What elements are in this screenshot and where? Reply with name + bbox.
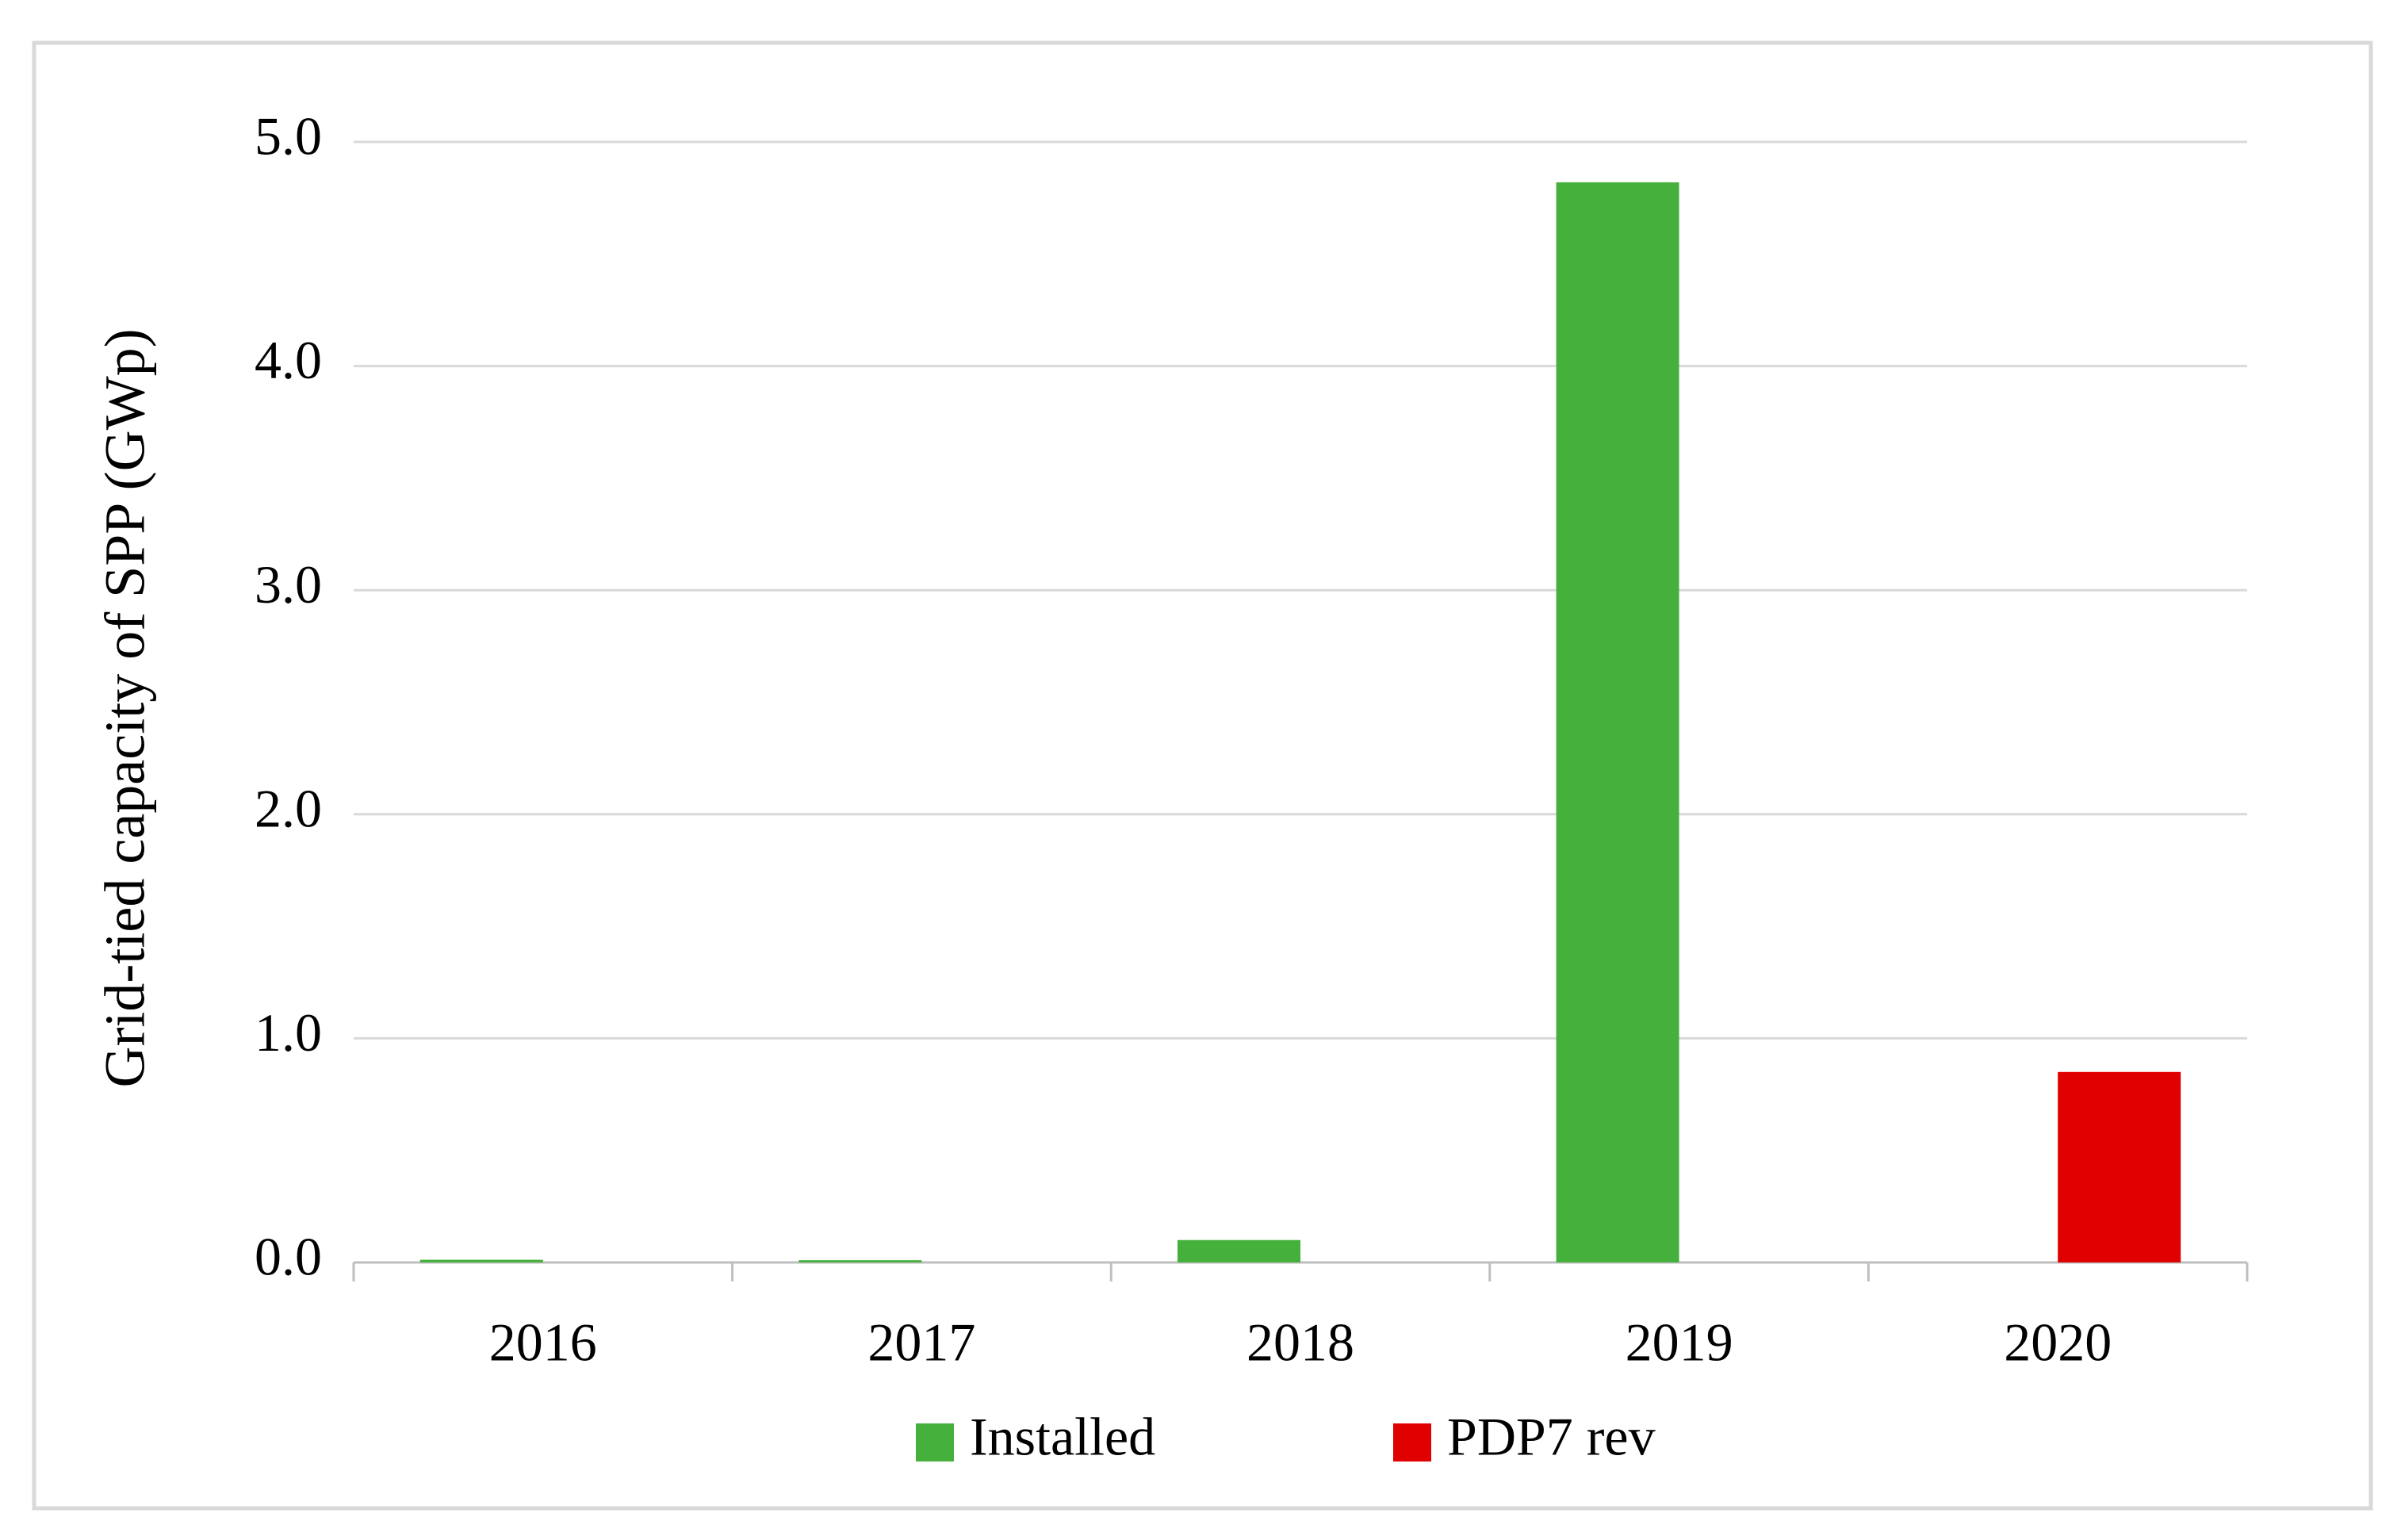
x-tick-label: 2019: [1626, 1312, 1733, 1373]
y-axis-title: Grid-tied capacity of SPP (GWp): [94, 328, 157, 1087]
y-tick-label: 2.0: [255, 778, 322, 838]
y-tick-label: 4.0: [255, 330, 322, 390]
x-tick-label: 2017: [867, 1312, 975, 1373]
bar: [798, 1260, 922, 1262]
chart-frame: [32, 40, 2373, 1511]
bar: [1178, 1239, 1300, 1262]
legend-label: Installed: [970, 1407, 1155, 1467]
y-tick-label: 0.0: [255, 1227, 322, 1287]
y-tick-label: 5.0: [255, 106, 322, 167]
bar: [1556, 182, 1679, 1262]
y-tick-label: 1.0: [255, 1002, 322, 1063]
x-tick-label: 2016: [489, 1312, 597, 1373]
legend-label: PDP7 rev: [1447, 1407, 1656, 1467]
bar: [419, 1259, 543, 1262]
x-tick-label: 2020: [2004, 1312, 2112, 1373]
legend-swatch: [916, 1423, 954, 1461]
x-tick-label: 2018: [1246, 1312, 1354, 1373]
bar: [2058, 1071, 2181, 1262]
y-tick-label: 3.0: [255, 554, 322, 615]
legend-swatch: [1393, 1423, 1431, 1461]
